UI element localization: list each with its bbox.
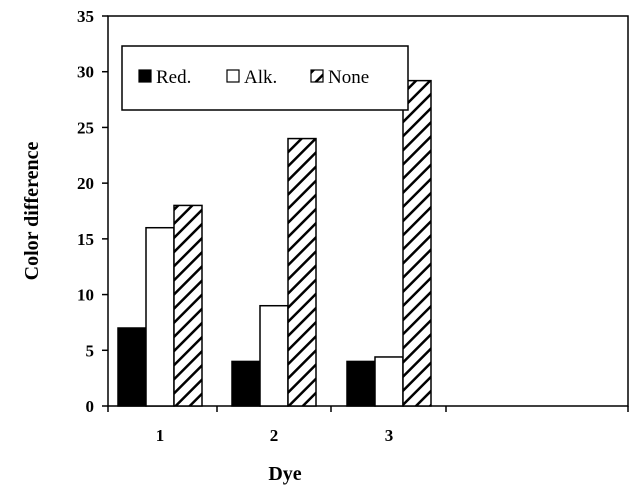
legend-label: Alk. xyxy=(244,67,277,88)
legend-swatch-alk xyxy=(226,69,240,83)
y-axis: 0 5 10 15 20 25 30 35 xyxy=(77,7,108,416)
y-tick-label: 15 xyxy=(77,230,94,249)
bar-none-dye-2 xyxy=(287,137,317,407)
bars-group xyxy=(117,79,432,407)
y-tick-label: 10 xyxy=(77,286,94,305)
y-tick-label: 35 xyxy=(77,7,94,26)
bar-alk-dye-3 xyxy=(374,356,404,407)
x-tick-label: 1 xyxy=(156,426,165,445)
bar-alk-dye-1 xyxy=(145,226,175,407)
y-tick-label: 20 xyxy=(77,174,94,193)
bar-alk-dye-2 xyxy=(259,304,289,407)
legend-swatch-none xyxy=(310,69,324,83)
bar-none-dye-3 xyxy=(402,79,432,407)
legend-label: Red. xyxy=(156,67,191,88)
y-tick-label: 30 xyxy=(77,63,94,82)
y-tick-label: 25 xyxy=(77,118,94,137)
legend: Red. Alk. None xyxy=(121,45,409,111)
x-axis: 1 2 3 xyxy=(107,406,629,445)
x-tick-label: 2 xyxy=(270,426,279,445)
legend-swatch-red xyxy=(138,69,152,83)
bar-red-dye-1 xyxy=(117,327,147,407)
legend-box xyxy=(121,45,409,111)
bar-red-dye-2 xyxy=(231,360,261,407)
y-tick-label: 5 xyxy=(86,341,95,360)
legend-label: None xyxy=(328,67,369,88)
y-axis-title: Color difference xyxy=(21,142,43,281)
x-tick-label: 3 xyxy=(385,426,394,445)
y-tick-label: 0 xyxy=(86,397,95,416)
x-axis-title: Dye xyxy=(268,463,301,485)
bar-red-dye-3 xyxy=(346,360,376,407)
bar-none-dye-1 xyxy=(173,204,203,407)
